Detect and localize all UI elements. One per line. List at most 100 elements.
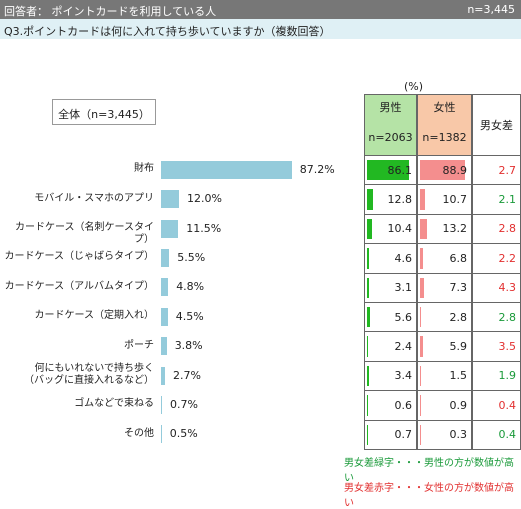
female-value: 0.3 xyxy=(450,428,468,441)
female-value: 88.9 xyxy=(443,164,468,177)
total-bar xyxy=(161,278,168,296)
female-value: 5.9 xyxy=(450,340,468,353)
male-cell: 2.4 xyxy=(364,331,417,361)
male-cell: 0.6 xyxy=(364,390,417,420)
female-bar xyxy=(420,219,427,239)
female-value: 13.2 xyxy=(443,222,468,235)
total-value-label: 3.8% xyxy=(175,339,203,352)
total-label: 全体（n=3,445） xyxy=(53,106,155,122)
diff-cell: 3.5 xyxy=(472,331,521,361)
total-value-label: 11.5% xyxy=(186,222,221,235)
total-bar xyxy=(161,308,168,326)
category-label-line: （バッグに直接入れるなど） xyxy=(2,375,154,387)
legend-red: 男女差赤字・・・女性の方が数値が高い xyxy=(344,479,521,509)
female-cell: 1.5 xyxy=(417,361,472,391)
category-label: ポーチ xyxy=(2,340,154,352)
category-label-line: カードケース（名刺ケースタイプ） xyxy=(2,222,154,246)
diff-cell: 0.4 xyxy=(472,390,521,420)
category-label-line: ゴムなどで束ねる xyxy=(2,398,154,410)
diff-value: 2.2 xyxy=(499,252,517,265)
diff-value: 0.4 xyxy=(499,399,517,412)
header-bar: 回答者： ポイントカードを利用している人 n=3,445 xyxy=(0,0,521,19)
category-label: 何にもいれないで持ち歩く（バッグに直接入れるなど） xyxy=(2,363,154,387)
category-label: カードケース（じゃばらタイプ） xyxy=(2,251,154,263)
diff-cell: 2.8 xyxy=(472,302,521,332)
total-value-label: 2.7% xyxy=(173,369,201,382)
total-bar xyxy=(161,367,165,385)
female-cell: 13.2 xyxy=(417,214,472,244)
female-cell: 0.3 xyxy=(417,420,472,450)
female-value: 1.5 xyxy=(450,369,468,382)
category-label: カードケース（名刺ケースタイプ） xyxy=(2,222,154,246)
male-bar xyxy=(367,219,372,239)
question-bar: Q3.ポイントカードは何に入れて持ち歩いていますか（複数回答） xyxy=(0,19,521,39)
total-value-label: 87.2% xyxy=(300,163,335,176)
diff-cell: 2.1 xyxy=(472,184,521,214)
total-bar xyxy=(161,220,178,238)
category-label: モバイル・スマホのアプリ xyxy=(2,193,154,205)
category-label-line: カードケース（定期入れ） xyxy=(2,310,154,322)
female-cell: 6.8 xyxy=(417,243,472,273)
category-label-line: モバイル・スマホのアプリ xyxy=(2,193,154,205)
diff-value: 2.8 xyxy=(499,222,517,235)
male-bar xyxy=(367,278,369,298)
total-label-box: 全体（n=3,445） xyxy=(52,99,156,125)
male-cell: 12.8 xyxy=(364,184,417,214)
male-value: 12.8 xyxy=(388,193,413,206)
female-value: 7.3 xyxy=(450,281,468,294)
diff-cell: 2.8 xyxy=(472,214,521,244)
male-value: 2.4 xyxy=(395,340,413,353)
female-bar xyxy=(420,336,423,356)
male-cell: 5.6 xyxy=(364,302,417,332)
female-bar xyxy=(420,189,425,209)
female-header-text: 女性 xyxy=(418,99,471,115)
female-cell: 7.3 xyxy=(417,273,472,303)
male-header-text: 男性 xyxy=(365,99,416,115)
diff-cell: 2.2 xyxy=(472,243,521,273)
male-bar xyxy=(367,307,370,327)
total-value-label: 12.0% xyxy=(187,192,222,205)
female-cell: 88.9 xyxy=(417,155,472,185)
male-cell: 4.6 xyxy=(364,243,417,273)
total-value-label: 0.7% xyxy=(170,398,198,411)
category-label-line: その他 xyxy=(2,428,154,440)
total-bar xyxy=(161,396,162,414)
male-value: 86.1 xyxy=(388,164,413,177)
diff-value: 2.8 xyxy=(499,311,517,324)
diff-value: 4.3 xyxy=(499,281,517,294)
male-cell: 10.4 xyxy=(364,214,417,244)
diff-cell: 2.7 xyxy=(472,155,521,185)
total-bar xyxy=(161,161,292,179)
male-cell: 86.1 xyxy=(364,155,417,185)
total-value-label: 4.8% xyxy=(176,280,204,293)
diff-value: 2.7 xyxy=(499,164,517,177)
male-cell: 0.7 xyxy=(364,420,417,450)
female-bar xyxy=(420,248,423,268)
category-label: カードケース（アルバムタイプ） xyxy=(2,281,154,293)
female-cell: 2.8 xyxy=(417,302,472,332)
respondents-label: 回答者： ポイントカードを利用している人 xyxy=(4,3,216,19)
male-value: 0.6 xyxy=(395,399,413,412)
question-text: Q3.ポイントカードは何に入れて持ち歩いていますか（複数回答） xyxy=(4,23,331,39)
female-cell: 10.7 xyxy=(417,184,472,214)
female-value: 0.9 xyxy=(450,399,468,412)
female-bar xyxy=(420,278,424,298)
category-label: カードケース（定期入れ） xyxy=(2,310,154,322)
female-bar xyxy=(420,307,421,327)
diff-header-text: 男女差 xyxy=(473,117,520,133)
category-label-line: カードケース（アルバムタイプ） xyxy=(2,281,154,293)
male-value: 0.7 xyxy=(395,428,413,441)
diff-value: 0.4 xyxy=(499,428,517,441)
category-label: 財布 xyxy=(2,163,154,175)
female-value: 6.8 xyxy=(450,252,468,265)
diff-cell: 4.3 xyxy=(472,273,521,303)
female-bar xyxy=(420,366,421,386)
male-value: 5.6 xyxy=(395,311,413,324)
total-bar xyxy=(161,249,169,267)
total-bar xyxy=(161,425,162,443)
diff-header: 男女差 xyxy=(472,94,521,156)
male-value: 4.6 xyxy=(395,252,413,265)
male-bar xyxy=(367,248,369,268)
